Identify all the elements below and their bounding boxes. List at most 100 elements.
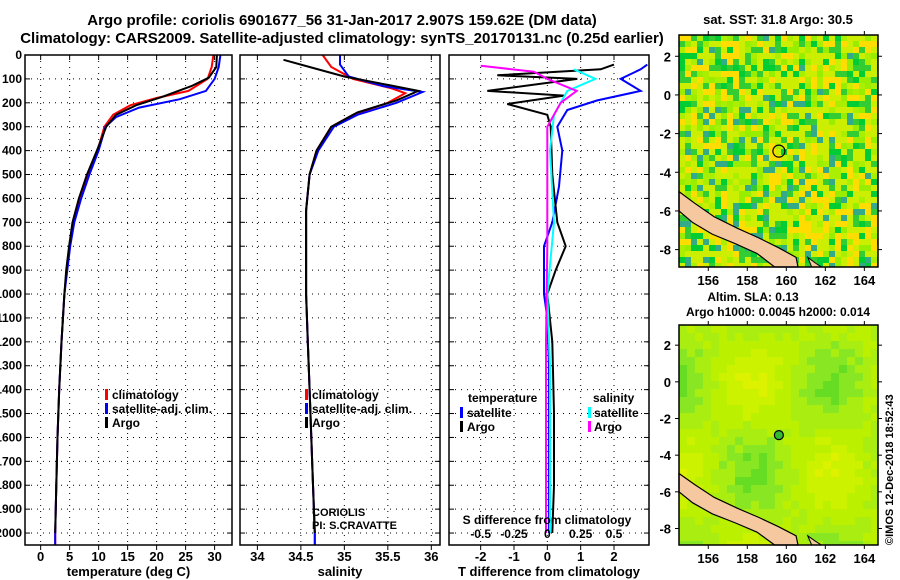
map-cell	[691, 35, 697, 41]
map-cell	[829, 197, 835, 203]
map-cell	[727, 541, 735, 545]
map-cell	[793, 119, 799, 125]
map-cell	[839, 501, 847, 509]
map-cell	[775, 107, 781, 113]
map-cell	[831, 389, 839, 397]
map-cell	[829, 83, 835, 89]
x-tick-label: 158	[736, 551, 758, 566]
map-cell	[835, 209, 841, 215]
map-cell	[841, 59, 847, 65]
map-cell	[711, 325, 719, 333]
map-cell	[871, 155, 877, 161]
map-cell	[791, 413, 799, 421]
map-cell	[829, 53, 835, 59]
annotation: CORIOLIS	[312, 507, 365, 519]
map-cell	[783, 469, 791, 477]
map-cell	[853, 125, 859, 131]
map-cell	[769, 35, 775, 41]
map-cell	[697, 59, 703, 65]
map-cell	[751, 53, 757, 59]
map-cell	[703, 155, 709, 161]
map-cell	[711, 397, 719, 405]
map-cell	[759, 445, 767, 453]
map-cell	[767, 437, 775, 445]
legend-swatch	[305, 417, 308, 428]
map-cell	[679, 333, 687, 341]
map-cell	[807, 437, 815, 445]
map-cell	[817, 35, 823, 41]
y-tick-label: 1500	[0, 407, 22, 421]
map-cell	[811, 149, 817, 155]
map-cell	[823, 461, 831, 469]
map-cell	[767, 373, 775, 381]
map-cell	[817, 221, 823, 227]
map-cell	[751, 485, 759, 493]
map-cell	[763, 263, 769, 267]
map-cell	[733, 251, 739, 257]
map-cell	[863, 325, 871, 333]
map-cell	[815, 477, 823, 485]
map-cell	[709, 41, 715, 47]
map-cell	[839, 389, 847, 397]
map-cell	[799, 65, 805, 71]
map-cell	[855, 373, 863, 381]
map-cell	[695, 341, 703, 349]
map-cell	[759, 333, 767, 341]
map-cell	[775, 349, 783, 357]
map-cell	[817, 263, 823, 267]
map-cell	[823, 137, 829, 143]
map-cell	[815, 469, 823, 477]
map-cell	[679, 131, 685, 137]
map-cell	[793, 101, 799, 107]
map-cell	[763, 47, 769, 53]
map-cell	[847, 453, 855, 461]
x-tick-label: 164	[853, 273, 875, 288]
map-cell	[847, 397, 855, 405]
map-cell	[719, 541, 727, 545]
map-cell	[763, 53, 769, 59]
map-cell	[863, 373, 871, 381]
map-cell	[829, 77, 835, 83]
map-cell	[817, 119, 823, 125]
map-cell	[805, 257, 811, 263]
map-cell	[709, 263, 715, 267]
map-cell	[727, 101, 733, 107]
map-cell	[751, 101, 757, 107]
map-cell	[751, 477, 759, 485]
map-cell	[775, 437, 783, 445]
map-cell	[781, 227, 787, 233]
map-cell	[823, 357, 831, 365]
map-cell	[757, 59, 763, 65]
map-cell	[871, 405, 878, 413]
map-cell	[807, 453, 815, 461]
map-cell	[763, 41, 769, 47]
map-cell	[775, 209, 781, 215]
map-cell	[823, 541, 831, 545]
map-cell	[727, 113, 733, 119]
map-cell	[775, 197, 781, 203]
map-cell	[709, 47, 715, 53]
map-cell	[787, 215, 793, 221]
map-cell	[783, 349, 791, 357]
map-cell	[733, 107, 739, 113]
map-cell	[751, 541, 759, 545]
map-cell	[685, 125, 691, 131]
map-cell	[763, 95, 769, 101]
map-cell	[791, 437, 799, 445]
map-cell	[685, 227, 691, 233]
map-cell	[763, 167, 769, 173]
map-cell	[711, 349, 719, 357]
map-cell	[841, 149, 847, 155]
map-cell	[781, 53, 787, 59]
map-cell	[733, 209, 739, 215]
map-cell	[769, 107, 775, 113]
map-cell	[847, 77, 853, 83]
map-cell	[791, 517, 799, 525]
map-cell	[769, 209, 775, 215]
map-cell	[799, 501, 807, 509]
map-cell	[839, 365, 847, 373]
map-cell	[817, 239, 823, 245]
map-cell	[691, 137, 697, 143]
map-cell	[823, 365, 831, 373]
map-cell	[703, 191, 709, 197]
